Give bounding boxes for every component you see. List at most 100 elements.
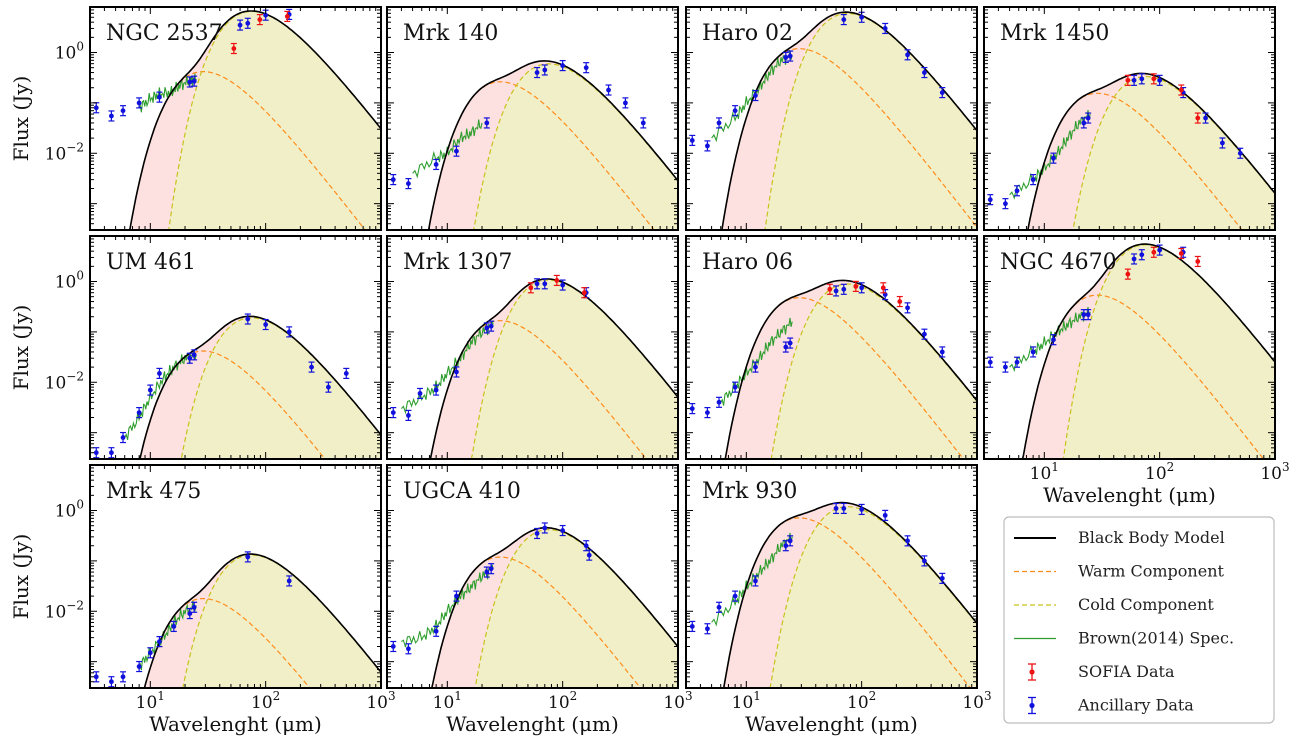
ancillary-data-point [904, 49, 911, 61]
x-axis-title: Wavelenght (μm) [745, 712, 918, 736]
x-axis-title: Wavelenght (μm) [446, 712, 619, 736]
sed-panel: NGC 4670 101 102 103 Wavelenght (μm) [983, 235, 1290, 507]
legend-entry: Cold Component [1014, 595, 1214, 614]
ancillary-data-point [689, 620, 696, 633]
panel-title: Mrk 930 [702, 479, 797, 504]
ancillary-data-point [583, 62, 590, 74]
sofia-data-point [230, 42, 237, 55]
y-tick-label: 10−2 [45, 140, 84, 164]
ancillary-data-point [286, 575, 293, 587]
x-axis-title: Wavelenght (μm) [1043, 483, 1216, 507]
ancillary-data-point [904, 535, 911, 547]
ancillary-data-point [1085, 112, 1092, 124]
panel-title: NGC 4670 [1000, 250, 1117, 275]
black-body-model-line [430, 526, 678, 688]
y-axis-title: Flux (Jy) [9, 534, 33, 620]
ancillary-data-point [787, 535, 794, 547]
cold-fill [765, 13, 977, 230]
ancillary-data-point [186, 607, 193, 620]
ancillary-data-point [987, 194, 994, 206]
ancillary-data-point [433, 384, 440, 396]
ancillary-data-point [1202, 112, 1209, 124]
ancillary-data-point [108, 110, 115, 122]
ancillary-data-point [559, 279, 566, 291]
spectrum-line [124, 349, 197, 440]
panel-title: Haro 06 [702, 250, 793, 275]
ancillary-data-point [787, 50, 794, 62]
ancillary-data-point [120, 105, 127, 117]
ancillary-data-point [417, 387, 424, 400]
black-body-model-line [724, 279, 977, 459]
ancillary-data-point [704, 623, 711, 635]
ancillary-data-point [1085, 309, 1092, 321]
legend-label: Brown(2014) Spec. [1078, 629, 1234, 648]
ancillary-data-point [732, 105, 739, 117]
ancillary-data-point [1131, 74, 1138, 86]
ancillary-data-point [108, 447, 115, 459]
ancillary-data-point [244, 17, 251, 29]
ancillary-data-point [787, 337, 794, 349]
ancillary-data-point [244, 313, 251, 325]
ancillary-data-point [191, 75, 198, 87]
sed-panel: Haro 06 [685, 235, 978, 460]
sed-panel: Mrk 1307 [386, 235, 679, 460]
panel-title: Mrk 1307 [403, 250, 512, 275]
x-tick-label: 103 [1260, 460, 1289, 484]
ancillary-data-point [534, 278, 541, 290]
legend-label: Black Body Model [1078, 528, 1225, 547]
ancillary-data-point [1138, 73, 1145, 85]
sed-panel: Mrk 475 100 10−2 Flux (Jy) 101 102 103 Waveleng… [9, 464, 396, 736]
legend-label: Ancillary Data [1077, 696, 1194, 715]
sed-panel: UM 461 100 10−2 Flux (Jy) [9, 235, 382, 460]
sofia-data-point [1178, 247, 1185, 260]
ancillary-data-point [840, 13, 847, 26]
ancillary-data-point [704, 140, 711, 152]
panel-title: UGCA 410 [403, 479, 521, 504]
spectrum-line [711, 532, 793, 627]
black-body-model-line [427, 60, 678, 230]
ancillary-data-point [1050, 152, 1057, 164]
ancillary-data-point [262, 318, 269, 331]
y-axis-title: Flux (Jy) [9, 305, 33, 391]
sofia-data-point [1178, 84, 1185, 96]
ancillary-data-point [483, 566, 490, 578]
ancillary-data-point [583, 540, 590, 552]
black-body-model-line [722, 501, 977, 688]
ancillary-data-point [904, 302, 911, 314]
sofia-data-point [826, 283, 833, 295]
ancillary-data-point [840, 502, 847, 515]
ancillary-data-point [186, 76, 193, 88]
ancillary-data-point [987, 356, 994, 368]
x-tick-label: 103 [663, 689, 692, 713]
black-body-model-line [139, 315, 381, 459]
ancillary-data-point [390, 174, 397, 186]
ancillary-data-point [390, 407, 397, 419]
cold-fill [471, 280, 678, 459]
ancillary-data-point [453, 590, 460, 602]
spectrum-line [412, 119, 483, 179]
x-tick-label: 101 [732, 689, 761, 713]
sofia-data-point [1124, 268, 1131, 280]
panel-title: Haro 02 [702, 21, 793, 46]
ancillary-data-point [704, 407, 711, 419]
ancillary-data-point [1237, 147, 1244, 159]
x-tick-label: 103 [366, 689, 395, 713]
ancillary-data-point [1156, 244, 1163, 256]
ancillary-data-point [390, 640, 397, 653]
black-body-model-line [143, 553, 381, 688]
ancillary-data-point [1014, 185, 1021, 197]
sofia-data-point [553, 274, 560, 287]
ancillary-data-point [156, 367, 163, 379]
ancillary-data-point [1030, 346, 1037, 358]
ancillary-data-point [483, 117, 490, 129]
ancillary-data-point [93, 671, 100, 683]
ancillary-data-point [147, 384, 154, 396]
ancillary-data-point [453, 366, 460, 378]
sofia-data-point [1150, 246, 1157, 258]
warm-component-line [1021, 294, 1265, 459]
x-axis-title: Wavelenght (μm) [149, 712, 322, 736]
ancillary-data-point [343, 367, 350, 379]
ancillary-data-point [833, 502, 840, 515]
x-tick-label: 102 [1145, 460, 1174, 484]
